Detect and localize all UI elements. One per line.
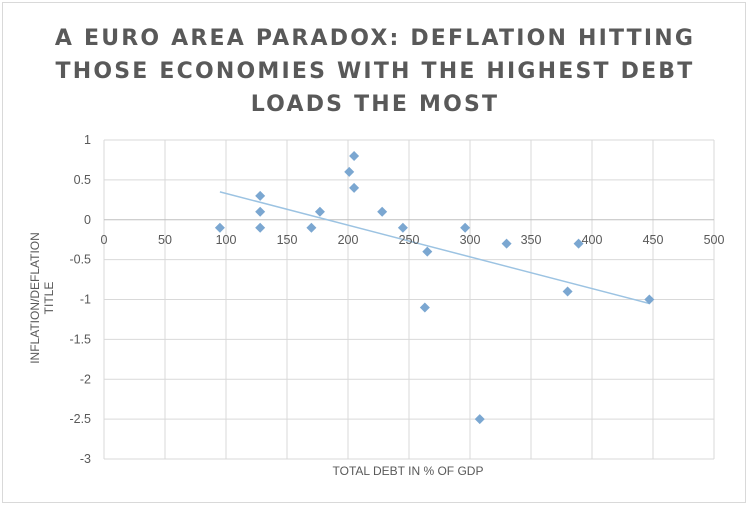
data-point: [397, 222, 408, 233]
y-tick-label: -1.5: [69, 332, 91, 346]
x-tick-label: 300: [460, 233, 481, 247]
x-tick-label: 0: [101, 233, 108, 247]
data-point: [255, 190, 266, 201]
y-tick-labels: 1 0.5 0 -0.5 -1 -1.5 -2 -2.5 -3: [69, 133, 91, 466]
chart-title-line-1: A EURO AREA PARADOX: DEFLATION HITTING: [54, 26, 696, 51]
data-point: [214, 222, 225, 233]
y-tick-label: -2: [80, 372, 91, 386]
y-tick-label: 0: [84, 213, 91, 227]
y-tick-label: -3: [80, 452, 91, 466]
data-point: [644, 294, 655, 305]
data-point: [474, 414, 485, 425]
x-tick-label: 150: [277, 233, 298, 247]
x-tick-label: 350: [521, 233, 542, 247]
data-point: [314, 206, 325, 217]
data-point: [377, 206, 388, 217]
x-tick-label: 250: [399, 233, 420, 247]
y-axis-label: INFLATION/DEFLATION TITLE: [28, 232, 56, 364]
x-tick-label: 450: [643, 233, 664, 247]
data-point: [562, 286, 573, 297]
data-point: [573, 238, 584, 249]
data-points: [214, 150, 655, 425]
data-point: [501, 238, 512, 249]
x-tick-label: 100: [216, 233, 237, 247]
y-axis-label-line-2: TITLE: [42, 282, 56, 315]
chart-title-line-2: THOSE ECONOMIES WITH THE HIGHEST DEBT: [55, 59, 695, 84]
chart-title-line-3: LOADS THE MOST: [250, 92, 500, 117]
y-tick-label: 0.5: [74, 173, 91, 187]
y-axis-label-line-1: INFLATION/DEFLATION: [28, 232, 42, 364]
x-tick-label: 400: [582, 233, 603, 247]
x-tick-label: 50: [158, 233, 172, 247]
x-tick-label: 500: [704, 233, 725, 247]
data-point: [255, 206, 266, 217]
trendline: [219, 191, 650, 305]
data-point: [255, 222, 266, 233]
y-tick-label: -0.5: [69, 253, 91, 267]
data-point: [419, 302, 430, 313]
data-point: [349, 182, 360, 193]
trendline-group: [219, 191, 650, 305]
y-tick-label: 1: [84, 133, 91, 147]
x-tick-label: 200: [338, 233, 359, 247]
x-axis-label: TOTAL DEBT IN % OF GDP: [333, 464, 484, 478]
horizontal-gridlines: [104, 139, 714, 460]
data-point: [344, 166, 355, 177]
data-point: [422, 246, 433, 257]
y-tick-label: -2.5: [69, 412, 91, 426]
y-tick-label: -1: [80, 293, 91, 307]
data-point: [349, 150, 360, 161]
x-tick-labels: 0 50 100 150 200 250 300 350 400 450 500: [101, 233, 725, 247]
data-point: [306, 222, 317, 233]
data-point: [460, 222, 471, 233]
